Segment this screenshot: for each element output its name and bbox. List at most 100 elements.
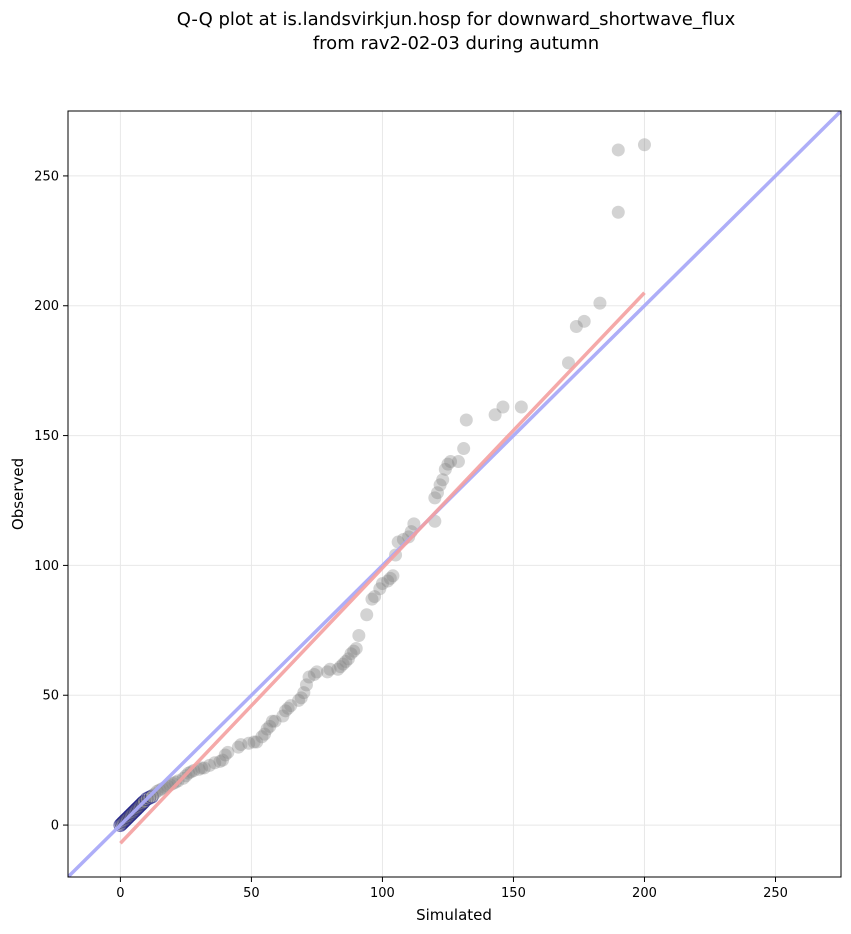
data-point	[144, 789, 159, 804]
data-point	[320, 665, 334, 679]
y-tick-label: 0	[51, 819, 59, 834]
data-point	[323, 662, 337, 676]
data-point	[260, 722, 274, 736]
data-point	[302, 670, 316, 684]
data-point	[213, 754, 227, 768]
data-point	[250, 735, 264, 749]
data-point	[341, 652, 355, 666]
data-point	[258, 727, 272, 741]
y-tick-label: 200	[34, 299, 59, 314]
data-point	[451, 455, 465, 469]
data-point	[247, 735, 261, 749]
data-point	[284, 699, 298, 713]
plot-area	[68, 111, 841, 877]
chart-title-line-1: Q-Q plot at is.landsvirkjun.hosp for dow…	[177, 9, 736, 30]
data-point	[202, 758, 216, 772]
data-point	[496, 400, 510, 414]
data-point	[430, 486, 444, 500]
data-point	[349, 641, 363, 655]
data-point	[611, 205, 625, 219]
chart-title: Q-Q plot at is.landsvirkjun.hosp for dow…	[177, 9, 736, 54]
data-point	[365, 592, 379, 606]
x-tick-label: 200	[632, 886, 657, 901]
data-point	[569, 320, 583, 334]
data-point	[514, 400, 528, 414]
x-tick-label: 250	[763, 886, 788, 901]
x-tick-label: 100	[370, 886, 395, 901]
data-point	[381, 574, 395, 588]
data-point	[292, 693, 306, 707]
data-point	[373, 582, 387, 596]
x-axis-label: Simulated	[416, 906, 492, 924]
data-point	[438, 462, 452, 476]
data-point	[611, 143, 625, 157]
data-point	[184, 765, 198, 779]
data-point	[168, 775, 182, 789]
data-point	[488, 408, 502, 422]
data-point	[310, 665, 324, 679]
plot-frame	[67, 110, 842, 878]
data-point	[265, 714, 279, 728]
data-point	[263, 719, 277, 733]
data-point	[428, 491, 442, 505]
data-point	[402, 530, 416, 544]
data-point	[216, 753, 230, 767]
data-point	[195, 761, 209, 775]
y-tick-label: 50	[42, 689, 59, 704]
data-point	[407, 517, 421, 531]
data-point	[242, 736, 256, 750]
data-point	[147, 787, 161, 801]
data-point	[561, 356, 575, 370]
grid-lines	[68, 111, 841, 877]
data-point	[593, 296, 607, 310]
fit-line	[119, 291, 646, 845]
data-point	[276, 709, 290, 723]
chart-title-line-2: from rav2-02-03 during autumn	[313, 33, 599, 54]
data-point	[577, 314, 591, 328]
data-point	[297, 686, 311, 700]
data-point	[197, 761, 211, 775]
x-axis-ticks: 0 50 100 150 200 250	[116, 877, 788, 901]
data-points	[113, 138, 651, 833]
data-point	[294, 691, 308, 705]
data-point	[360, 608, 374, 622]
data-point	[336, 657, 350, 671]
data-point	[368, 590, 382, 604]
data-point	[208, 756, 222, 770]
x-tick-label: 0	[116, 886, 124, 901]
data-point	[268, 714, 282, 728]
data-point	[278, 704, 292, 718]
x-tick-label: 150	[501, 886, 526, 901]
data-point	[334, 660, 348, 674]
data-point	[375, 577, 389, 591]
data-point	[218, 748, 232, 762]
y-tick-label: 100	[34, 559, 59, 574]
y-tick-label: 250	[34, 169, 59, 184]
data-point	[221, 745, 235, 759]
reference-lines	[68, 111, 841, 877]
data-point	[234, 738, 248, 752]
y-axis-label: Observed	[9, 458, 27, 530]
data-point	[299, 678, 313, 692]
x-tick-label: 50	[243, 886, 260, 901]
data-point	[281, 701, 295, 715]
data-point	[344, 647, 358, 661]
data-point	[457, 442, 471, 456]
data-point	[352, 629, 366, 643]
data-point	[347, 644, 361, 658]
y-tick-label: 150	[34, 429, 59, 444]
data-point	[339, 654, 353, 668]
data-point	[386, 569, 400, 583]
data-point	[255, 730, 269, 744]
data-point	[637, 138, 651, 152]
data-point	[436, 473, 450, 487]
data-point	[441, 457, 455, 471]
data-point	[433, 478, 447, 492]
data-point	[231, 740, 245, 754]
data-point	[331, 662, 345, 676]
data-point	[150, 784, 164, 798]
data-point	[459, 413, 473, 427]
data-point	[153, 783, 167, 797]
y-axis-ticks: 0 50 100 150 200 250	[34, 169, 68, 834]
